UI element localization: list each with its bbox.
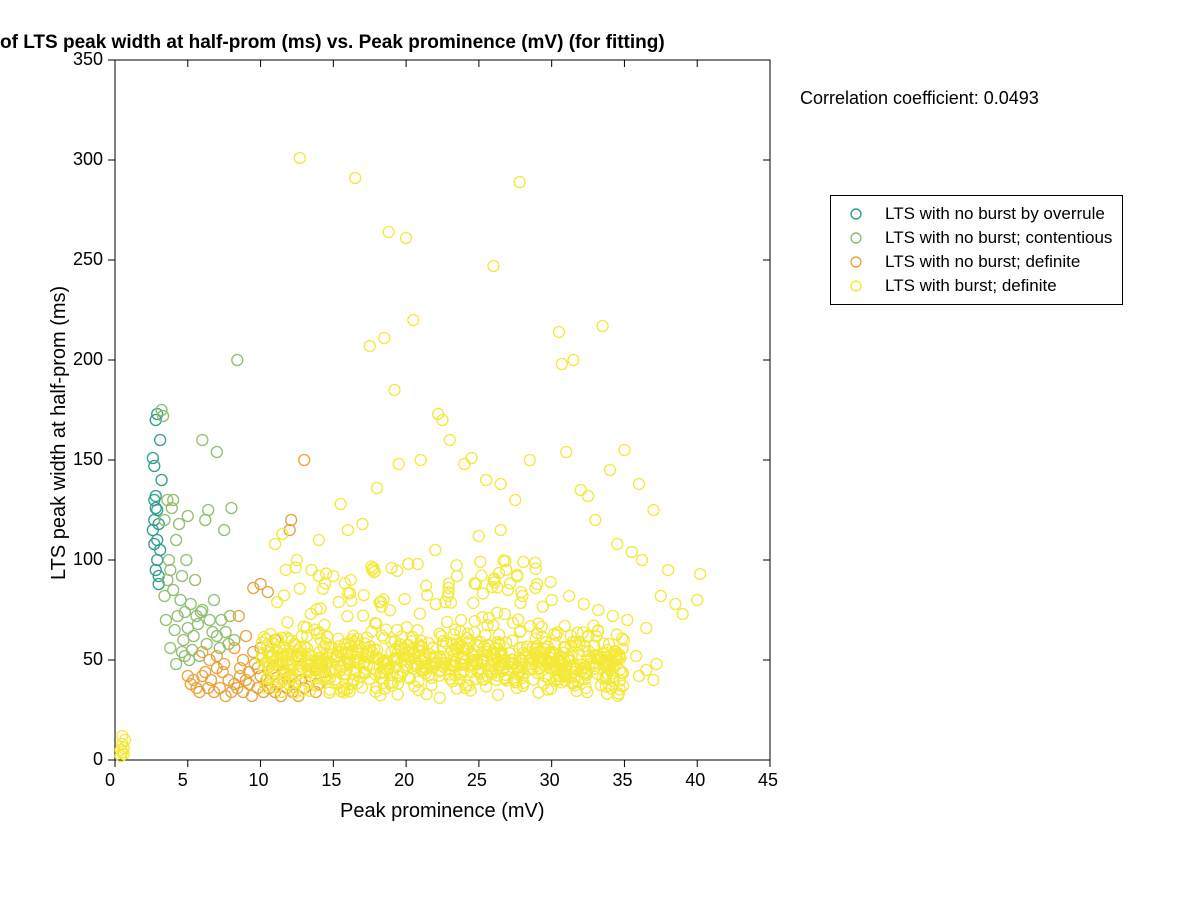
scatter-plot (0, 0, 1200, 900)
legend-item: LTS with no burst; contentious (841, 226, 1112, 250)
legend-item: LTS with no burst by overrule (841, 202, 1112, 226)
y-tick-label: 0 (93, 749, 103, 770)
x-tick-label: 30 (540, 770, 560, 791)
x-tick-label: 25 (467, 770, 487, 791)
legend-marker-icon (841, 207, 871, 221)
x-tick-label: 20 (394, 770, 414, 791)
y-tick-label: 250 (73, 249, 103, 270)
x-tick-label: 15 (321, 770, 341, 791)
legend-label: LTS with no burst; definite (871, 252, 1080, 272)
legend-marker-icon (841, 279, 871, 293)
x-tick-label: 5 (178, 770, 188, 791)
y-tick-label: 50 (83, 649, 103, 670)
legend-item: LTS with burst; definite (841, 274, 1112, 298)
x-tick-label: 0 (105, 770, 115, 791)
legend-label: LTS with burst; definite (871, 276, 1057, 296)
x-tick-label: 40 (685, 770, 705, 791)
x-tick-label: 35 (612, 770, 632, 791)
y-tick-label: 100 (73, 549, 103, 570)
y-tick-label: 350 (73, 49, 103, 70)
legend-label: LTS with no burst; contentious (871, 228, 1112, 248)
legend-label: LTS with no burst by overrule (871, 204, 1105, 224)
y-tick-label: 150 (73, 449, 103, 470)
legend-marker-icon (841, 231, 871, 245)
legend-item: LTS with no burst; definite (841, 250, 1112, 274)
x-tick-label: 10 (249, 770, 269, 791)
y-tick-label: 300 (73, 149, 103, 170)
legend-marker-icon (841, 255, 871, 269)
x-tick-label: 45 (758, 770, 778, 791)
y-tick-label: 200 (73, 349, 103, 370)
legend: LTS with no burst by overrule LTS with no… (830, 195, 1123, 305)
